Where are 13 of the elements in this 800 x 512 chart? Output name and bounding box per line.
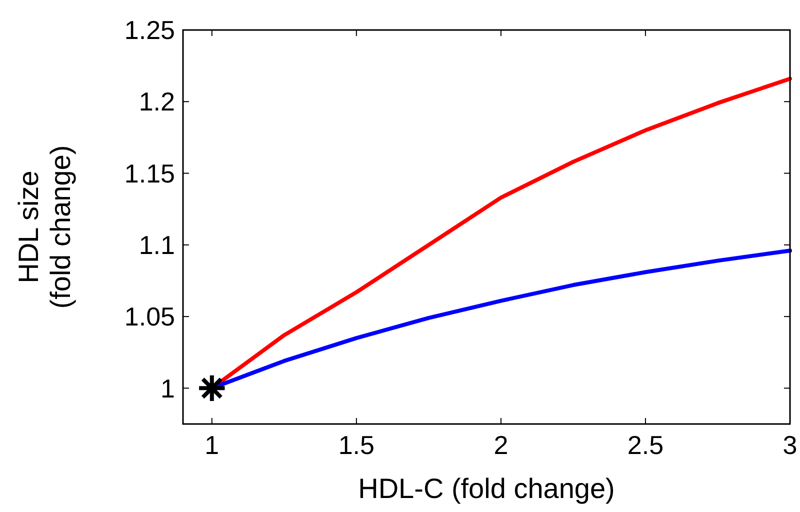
x-tick-label: 1.5 (338, 430, 375, 460)
y-tick-label: 1.1 (138, 230, 175, 260)
y-tick-label: 1.2 (138, 86, 175, 117)
y-tick-label: 1 (160, 373, 175, 404)
x-tick-label: 3 (782, 430, 798, 460)
y-tick-label: 1.25 (124, 15, 175, 46)
x-tick-label: 2.5 (627, 430, 664, 460)
x-tick-label: 1 (204, 430, 220, 460)
x-axis-title: HDL-C (fold change) (358, 473, 615, 504)
x-tick-label: 2 (494, 430, 508, 460)
y-tick-label: 1.15 (124, 158, 175, 188)
y-tick-label: 1.05 (124, 302, 175, 332)
y-axis-title: HDL size (fold change) (13, 145, 76, 309)
